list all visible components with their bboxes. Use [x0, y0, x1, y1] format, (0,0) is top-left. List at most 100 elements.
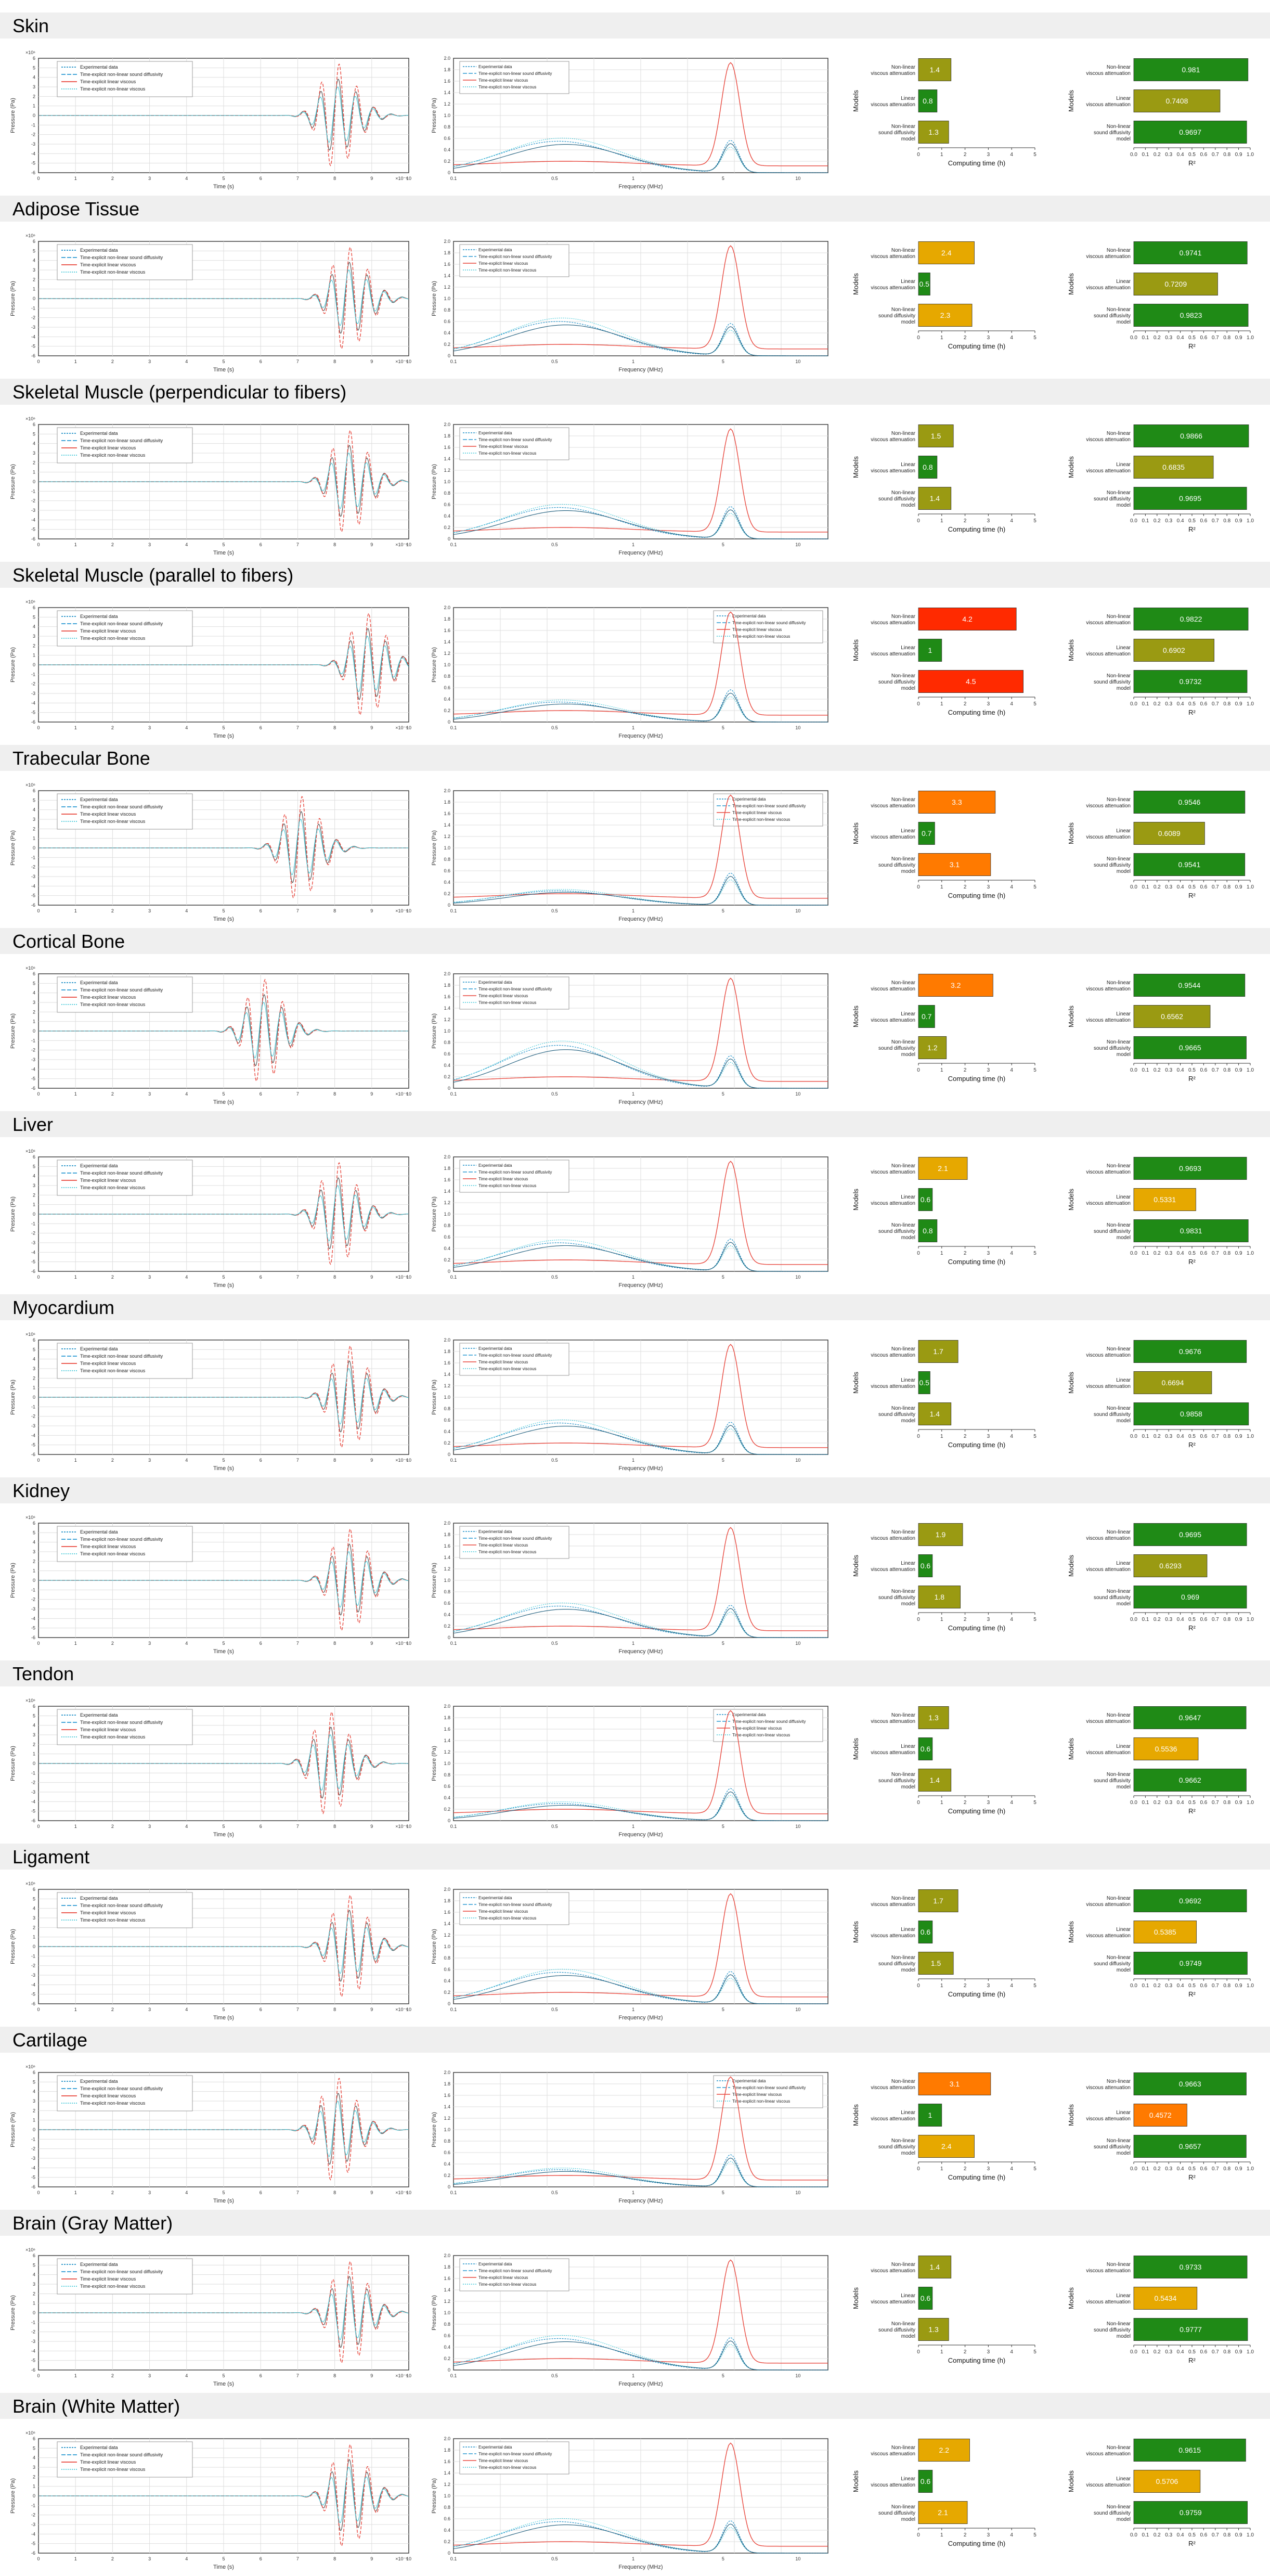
x-tick-label: 8 [333, 2190, 336, 2195]
linear-viscous-spectrum-line [453, 2259, 828, 2364]
x-tick-label: 2 [964, 2166, 967, 2172]
x-axis-label: R² [1188, 1075, 1196, 1083]
y-axis-label: Pressure (Pa) [431, 281, 437, 316]
y-axis-label: Pressure (Pa) [431, 1380, 437, 1415]
y-tick-label: 0.8 [444, 2139, 450, 2144]
bar-value-label: 1.4 [930, 66, 940, 74]
x-tick-label: 10 [406, 176, 411, 181]
y-tick-label: 1 [33, 1385, 35, 1390]
model-label: Non-linear [1107, 2504, 1131, 2510]
section-header: Ligament [0, 1844, 1270, 1870]
tissue-title: Ligament [12, 1846, 90, 1867]
x-tick-label: 0.4 [1177, 335, 1184, 341]
x-tick-label: 0 [37, 1458, 40, 1463]
x-tick-label: 3 [148, 908, 151, 913]
x-tick-label: 6 [260, 542, 262, 547]
legend-entry: Time-explicit non-linear viscous [80, 819, 146, 824]
y-tick-label: -1 [31, 1404, 35, 1409]
legend-box [459, 2441, 569, 2475]
x-tick-label: 0.1 [1142, 701, 1149, 707]
y-tick-label: 5 [33, 1347, 35, 1352]
legend-entry: Time-explicit non-linear viscous [80, 636, 146, 641]
model-label: model [901, 1601, 915, 1607]
legend-box [713, 2075, 823, 2108]
tissue-title: Skin [12, 15, 49, 36]
x-tick-label: 5 [722, 1824, 724, 1829]
model-label: sound diffusivity [1094, 1778, 1131, 1784]
model-label: sound diffusivity [1094, 679, 1131, 685]
x-tick-label: 0.7 [1212, 884, 1219, 890]
model-label: Non-linear [1107, 248, 1131, 253]
model-label: Non-linear [891, 1589, 916, 1594]
y-tick-label: 2.0 [444, 605, 450, 610]
r2-bar-chart: 0.0 0.1 0.2 0.3 0.4 0.5 0.6 0.7 0.8 0.9 1.0 R² Model… [1066, 235, 1264, 355]
x-tick-label: 0.5 [1188, 701, 1196, 707]
legend-box [57, 1343, 193, 1379]
nl-viscous-spectrum-line [453, 1968, 828, 2004]
legend-entry: Experimental data [80, 248, 118, 253]
model-label: model [901, 1052, 915, 1058]
y-tick-label: -1 [31, 855, 35, 860]
x-tick-label: 3 [987, 518, 990, 524]
model-label: viscous attenuation [871, 1353, 915, 1358]
y-tick-label: 0 [448, 1086, 450, 1091]
y-tick-label: -5 [31, 1442, 35, 1448]
y-tick-label: 1.8 [444, 1715, 450, 1720]
x-tick-label: 1.0 [1247, 1434, 1254, 1439]
bar [1133, 790, 1246, 814]
model-label: sound diffusivity [1094, 2144, 1131, 2150]
x-tick-label: 7 [296, 2190, 299, 2195]
x-tick-label: 0.3 [1165, 518, 1172, 524]
x-axis-label: Frequency (MHz) [619, 1099, 663, 1105]
bar [1133, 2470, 1201, 2493]
y-tick-label: 1.4 [444, 90, 450, 95]
bar-value-label: 0.969 [1181, 1593, 1199, 1601]
x-axis-label: Frequency (MHz) [619, 1832, 663, 1838]
y-tick-label: 1.6 [444, 79, 450, 84]
model-label: Non-linear [891, 1772, 916, 1778]
x-tick-label: 0.0 [1130, 884, 1137, 890]
legend-entry: Time-explicit non-linear sound diffusivi… [478, 254, 552, 259]
x-tick-label: 0.3 [1165, 2532, 1172, 2538]
bar-chart-svg: 0.0 0.1 0.2 0.3 0.4 0.5 0.6 0.7 0.8 0.9 1.0R²Model… [1067, 1706, 1254, 1815]
model-label: model [901, 2334, 915, 2339]
model-label: Non-linear [891, 1346, 916, 1352]
x-exponent-label: ×10⁻⁶ [395, 359, 408, 364]
y-tick-label: 0.2 [444, 342, 450, 347]
y-tick-label: 0 [448, 2367, 450, 2373]
x-tick-label: 0.5 [1188, 2532, 1196, 2538]
bar-value-label: 0.8 [923, 463, 933, 471]
y-axis-label: Pressure (Pa) [431, 1563, 437, 1598]
x-tick-label: 6 [260, 1274, 262, 1280]
y-tick-label: 0 [33, 2493, 35, 2498]
y-tick-label: 0.8 [444, 674, 450, 679]
y-tick-label: -6 [31, 2001, 35, 2006]
bar-value-label: 0.6 [921, 2294, 931, 2302]
y-tick-label: -2 [31, 1048, 35, 1053]
x-tick-label: 2 [964, 2349, 967, 2355]
y-tick-label: 3 [33, 267, 35, 273]
bar-value-label: 2.1 [938, 2508, 948, 2517]
legend-entry: Time-explicit non-linear sound diffusivi… [80, 2269, 163, 2274]
x-tick-label: 7 [296, 359, 299, 364]
bar-value-label: 0.9693 [1179, 1164, 1201, 1173]
x-tick-label: 7 [296, 1641, 299, 1646]
y-tick-label: -4 [31, 1250, 35, 1255]
computing-time-bar-chart: 0 1 2 3 4 5 Computing time (h) Models 1.4 Non-lin… [851, 2249, 1048, 2369]
y-tick-label: 5 [33, 797, 35, 803]
time-domain-svg: 0 1 2 3 4 5 6 7 8 9 10×10⁻⁶6543210-1-2-3-4-5-6×10⁶… [10, 1515, 411, 1655]
y-tick-label: 0.6 [444, 2150, 450, 2155]
bar [918, 424, 954, 448]
y-tick-label: 0.8 [444, 307, 450, 313]
legend-entry: Time-explicit linear viscous [478, 1177, 528, 1181]
linear-viscous-spectrum-line [453, 1893, 828, 1998]
y-tick-label: 3 [33, 2282, 35, 2287]
x-tick-label: 9 [370, 1091, 373, 1097]
y-axis-label: Pressure (Pa) [10, 1196, 16, 1232]
x-tick-label: 1 [632, 542, 634, 547]
legend-entry: Time-explicit linear viscous [732, 1726, 782, 1731]
